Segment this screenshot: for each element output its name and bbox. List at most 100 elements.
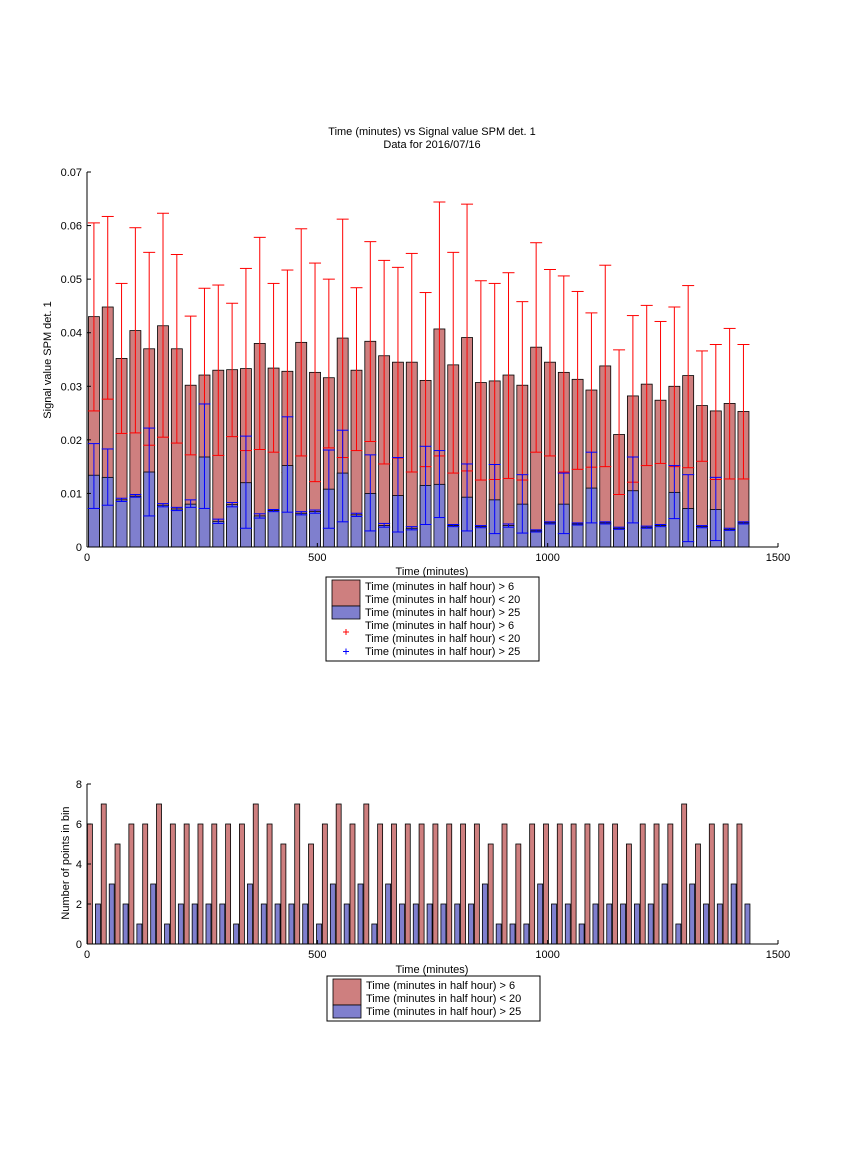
bar-red — [446, 823, 453, 945]
bar-blue — [481, 883, 488, 945]
y-tick-label: 0.07 — [61, 167, 82, 179]
bar-red — [349, 823, 356, 945]
bar-blue — [703, 903, 709, 945]
bar-blue — [177, 903, 184, 945]
bar-blue — [233, 923, 240, 945]
x-tick-label: 500 — [308, 949, 326, 961]
bar-blue — [309, 511, 321, 548]
bar-blue — [571, 523, 584, 548]
x-tick-label: 1500 — [766, 949, 790, 961]
bar-blue — [205, 903, 212, 945]
signal-axes: 0 500 1000 1500 0 0.01 0.02 0.03 0.04 0.05 0.06 0.0… — [61, 167, 791, 564]
bar-red — [432, 823, 439, 945]
bar-red — [667, 823, 674, 945]
bar-red — [252, 803, 259, 945]
bar-red — [156, 803, 162, 945]
y-tick-label: 0.06 — [61, 221, 82, 233]
x-tick-label: 0 — [84, 552, 90, 564]
x-tick-label: 1000 — [535, 552, 559, 564]
bar-blue — [613, 527, 625, 548]
bar-blue — [385, 883, 392, 945]
bar-blue — [675, 923, 682, 945]
bar-red — [280, 843, 287, 945]
bar-blue — [267, 510, 280, 548]
bar-blue — [405, 527, 418, 548]
bar-blue — [357, 883, 364, 945]
bar-blue — [544, 522, 556, 548]
y-tick-label: 0.04 — [61, 328, 82, 340]
bar-blue — [212, 520, 225, 548]
bar-blue — [640, 526, 653, 548]
bar-blue — [184, 503, 197, 548]
bar-blue — [564, 903, 571, 945]
bar-red — [211, 823, 218, 945]
bar-blue — [247, 883, 253, 945]
count-axes: 0 500 1000 1500 0 2 4 6 8 — [76, 779, 790, 961]
bar-red — [294, 803, 301, 945]
bar-red — [128, 823, 135, 945]
bar-red — [87, 823, 93, 945]
y-tick-label: 8 — [76, 779, 82, 791]
legend-label: Time (minutes in half hour) > 6 — [365, 581, 514, 593]
bar-red — [556, 823, 563, 945]
x-axis-label: Time (minutes) — [396, 964, 469, 976]
bar-red — [473, 823, 480, 945]
y-tick-label: 0 — [76, 542, 82, 554]
legend-box — [325, 576, 540, 662]
bar-blue — [253, 515, 266, 548]
y-tick-label: 4 — [76, 859, 82, 871]
bar-blue — [129, 495, 142, 548]
bar-blue — [440, 903, 447, 945]
bar-red — [695, 843, 701, 945]
bar-blue — [150, 883, 157, 945]
bar-red — [584, 823, 591, 945]
legend-label: Time (minutes in half hour) > 25 — [365, 646, 520, 658]
bar-red — [335, 803, 342, 945]
signal-chart: Time (minutes) vs Signal value SPM det. … — [42, 126, 791, 662]
bar-blue — [329, 883, 336, 945]
legend-swatch-blue — [331, 605, 361, 620]
bar-red — [598, 823, 605, 945]
legend-box — [326, 975, 541, 1022]
bar-blue — [530, 530, 543, 548]
bar-blue — [350, 514, 363, 548]
bar-blue — [219, 903, 226, 945]
x-tick-label: 1000 — [535, 949, 559, 961]
y-axis-label: Signal value SPM det. 1 — [42, 301, 54, 418]
bar-blue — [454, 903, 461, 945]
legend-label: Time (minutes in half hour) > 6 — [365, 620, 514, 632]
bar-red — [681, 803, 688, 945]
bar-red — [239, 823, 245, 945]
bar-red — [308, 843, 314, 945]
bar-red — [100, 803, 107, 945]
bar-red — [736, 823, 743, 945]
bar-red — [197, 823, 204, 945]
bar-blue — [537, 883, 544, 945]
bar-blue — [495, 923, 502, 945]
bar-blue — [744, 903, 751, 945]
bar-red — [501, 823, 508, 945]
bar-blue — [620, 903, 626, 945]
bar-red — [639, 823, 646, 945]
bar-blue — [716, 903, 723, 945]
bar-blue — [191, 903, 198, 945]
bar-blue — [157, 504, 169, 548]
bar-blue — [592, 903, 599, 945]
bar-blue — [412, 903, 419, 945]
bar-blue — [468, 903, 474, 945]
bar-blue — [302, 903, 309, 945]
bar-blue — [108, 883, 115, 945]
bar-red — [142, 823, 149, 945]
y-axis-label: Number of points in bin — [60, 806, 72, 919]
legend-label: Time (minutes in half hour) < 20 — [365, 633, 520, 645]
bar-red — [653, 823, 660, 945]
legend-swatch-red — [332, 978, 362, 1006]
y-tick-label: 0.02 — [61, 435, 82, 447]
y-tick-label: 0.05 — [61, 274, 82, 286]
y-tick-label: 0 — [76, 939, 82, 951]
legend-label: Time (minutes in half hour) > 25 — [366, 1006, 521, 1018]
count-chart: 0 500 1000 1500 0 2 4 6 8 Time (minutes) Number … — [60, 779, 790, 1022]
bar-red — [169, 823, 176, 945]
